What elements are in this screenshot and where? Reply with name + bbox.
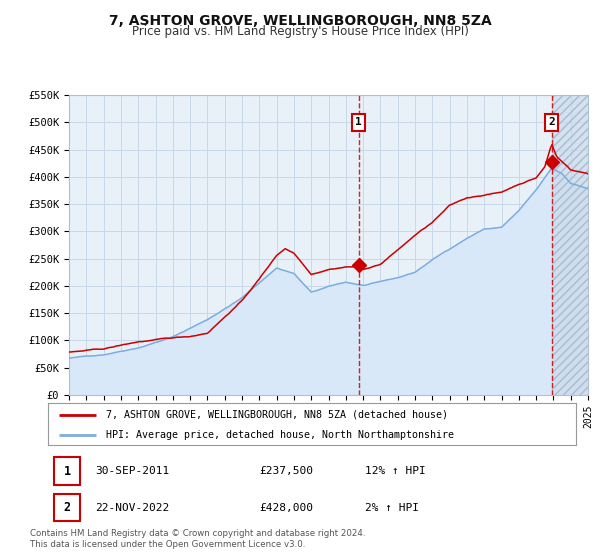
Text: 2: 2 [64, 501, 71, 514]
Bar [551, 95, 588, 395]
Text: Contains HM Land Registry data © Crown copyright and database right 2024.: Contains HM Land Registry data © Crown c… [30, 529, 365, 538]
Text: £428,000: £428,000 [259, 502, 313, 512]
FancyBboxPatch shape [55, 458, 80, 485]
Text: This data is licensed under the Open Government Licence v3.0.: This data is licensed under the Open Gov… [30, 540, 305, 549]
Text: 2% ↑ HPI: 2% ↑ HPI [365, 502, 419, 512]
Text: HPI: Average price, detached house, North Northamptonshire: HPI: Average price, detached house, Nort… [106, 430, 454, 440]
Bar [551, 95, 588, 395]
Text: 7, ASHTON GROVE, WELLINGBOROUGH, NN8 5ZA: 7, ASHTON GROVE, WELLINGBOROUGH, NN8 5ZA [109, 14, 491, 28]
Text: 30-SEP-2011: 30-SEP-2011 [95, 466, 170, 476]
Text: Price paid vs. HM Land Registry's House Price Index (HPI): Price paid vs. HM Land Registry's House … [131, 25, 469, 38]
FancyBboxPatch shape [55, 494, 80, 521]
Text: 22-NOV-2022: 22-NOV-2022 [95, 502, 170, 512]
Text: 2: 2 [548, 118, 555, 128]
Text: 1: 1 [355, 118, 362, 128]
Text: 1: 1 [64, 465, 71, 478]
Text: 7, ASHTON GROVE, WELLINGBOROUGH, NN8 5ZA (detached house): 7, ASHTON GROVE, WELLINGBOROUGH, NN8 5ZA… [106, 409, 448, 419]
Text: £237,500: £237,500 [259, 466, 313, 476]
Text: 12% ↑ HPI: 12% ↑ HPI [365, 466, 425, 476]
